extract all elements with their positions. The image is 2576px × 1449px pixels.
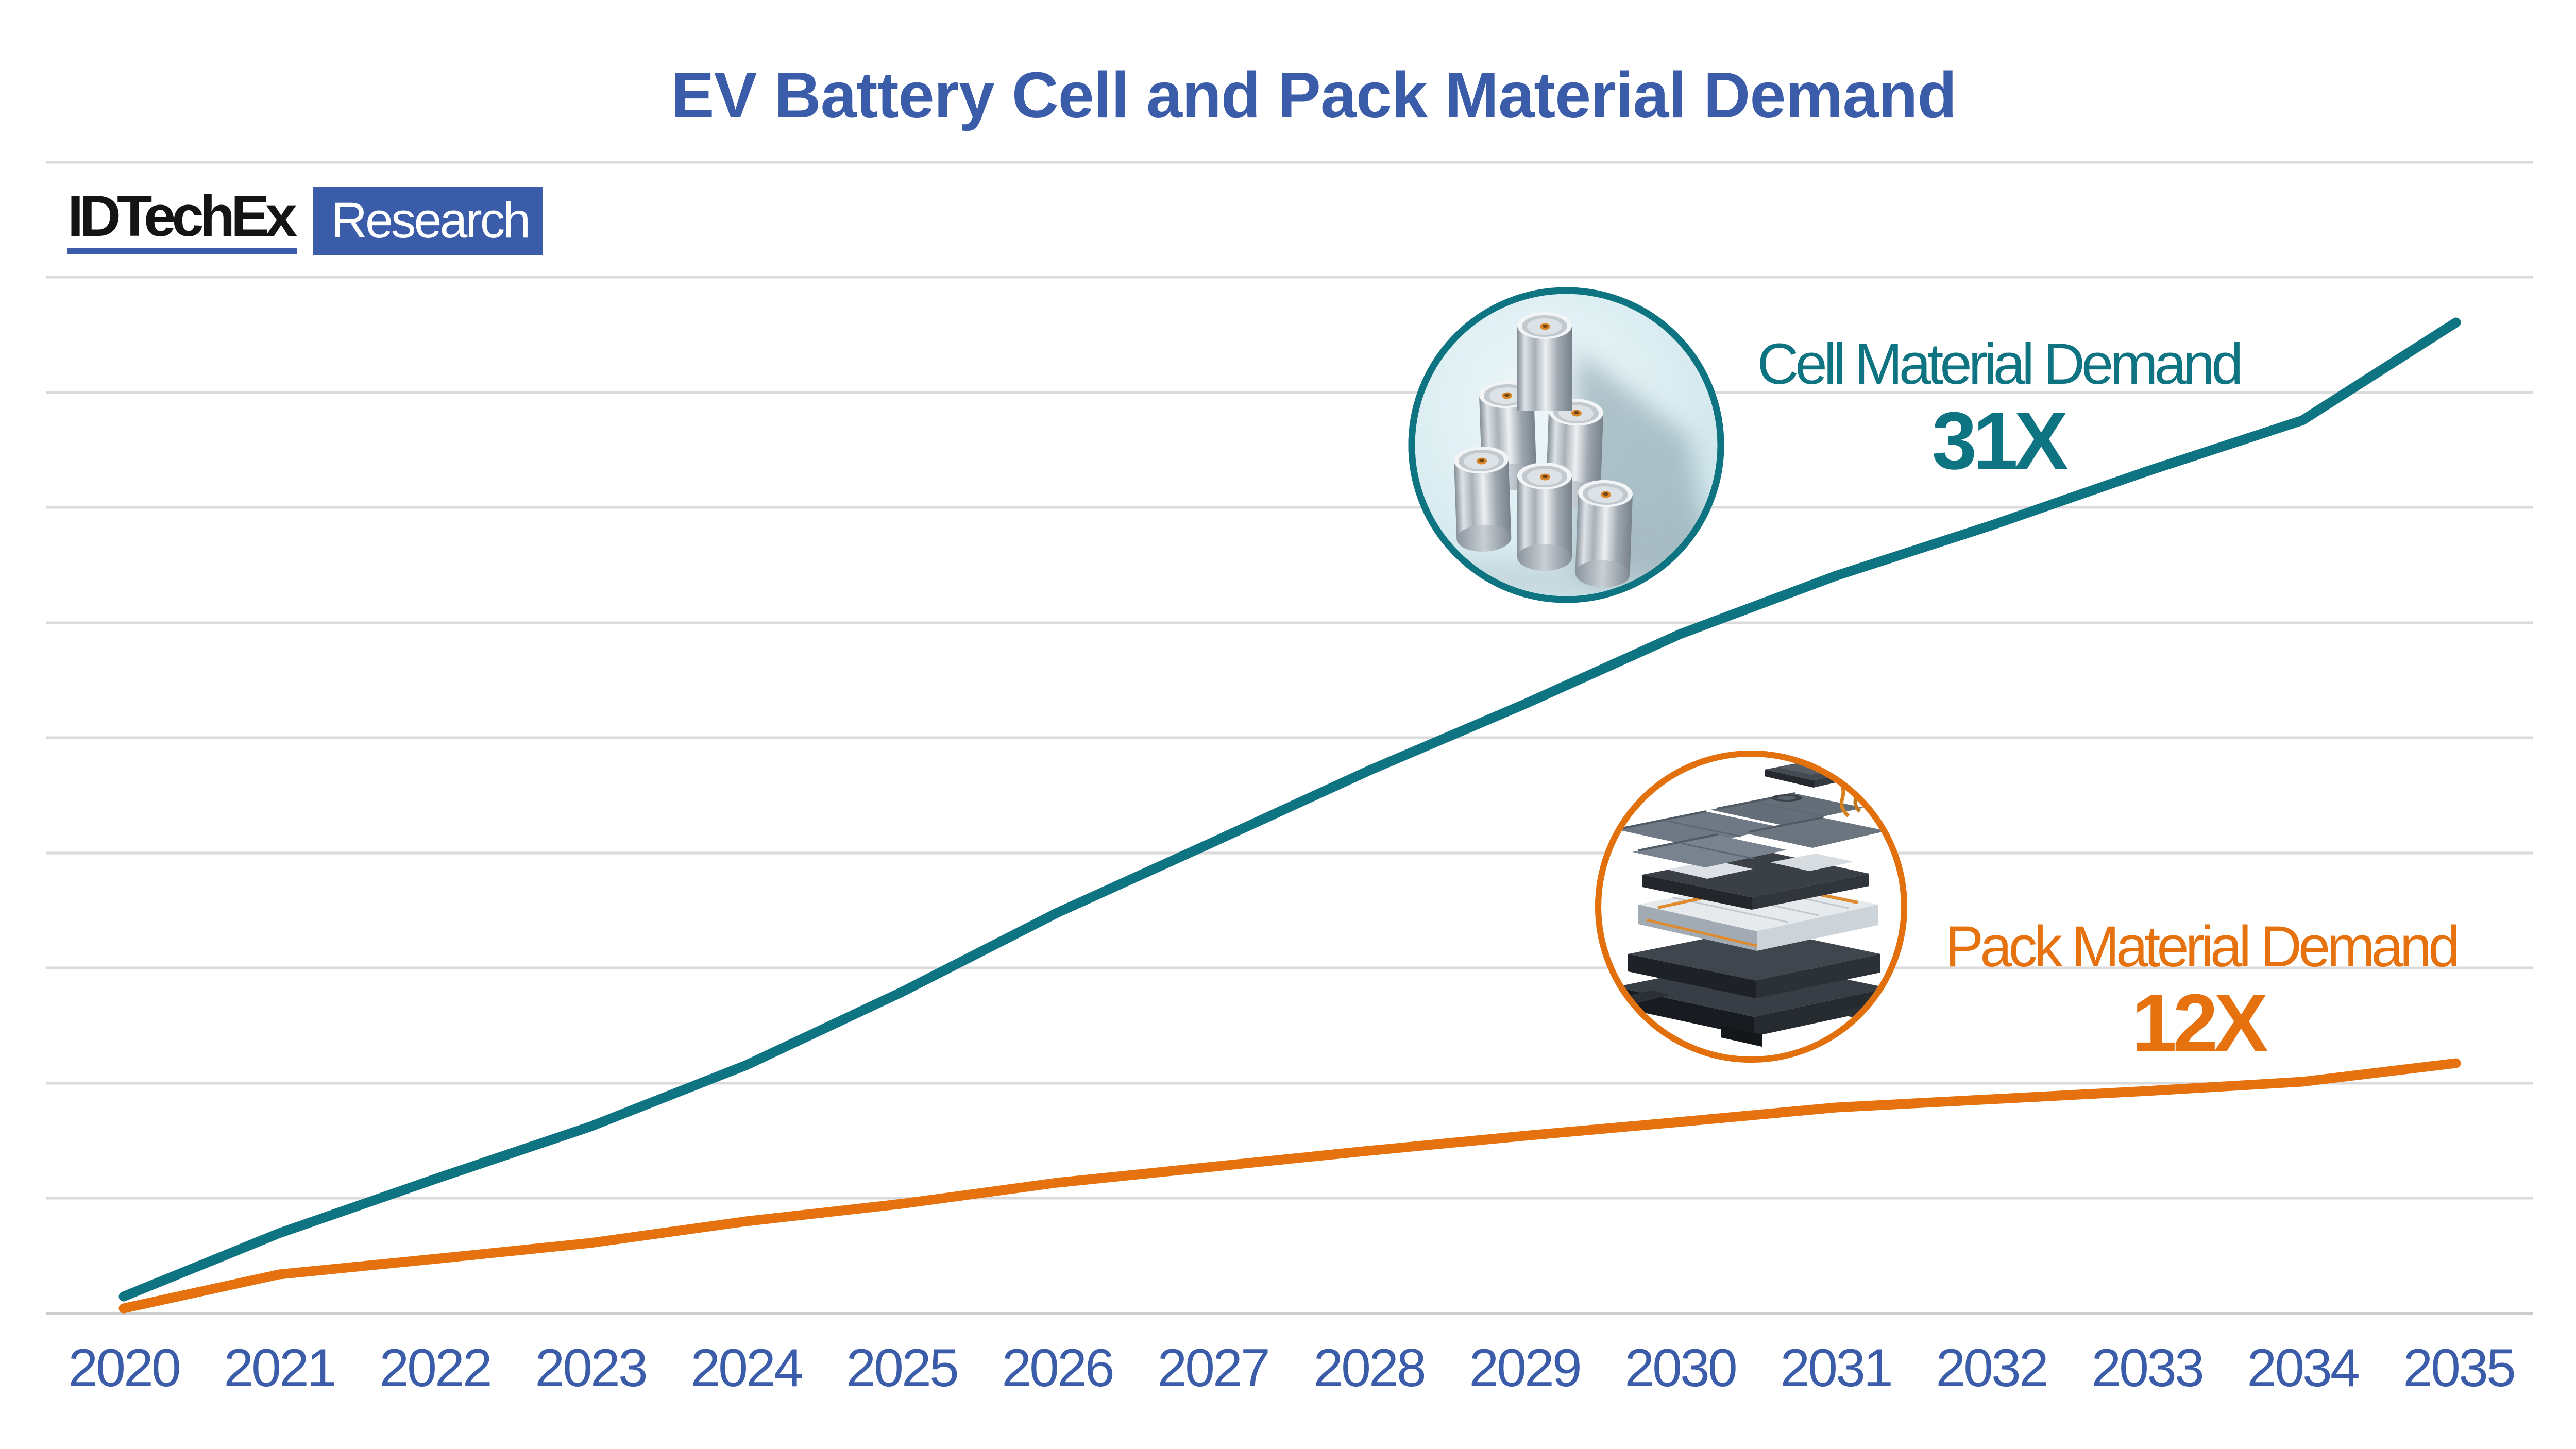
- svg-text:2025: 2025: [846, 1338, 957, 1398]
- svg-text:2024: 2024: [690, 1338, 802, 1398]
- svg-text:2020: 2020: [68, 1338, 179, 1398]
- svg-text:2032: 2032: [1936, 1338, 2046, 1398]
- svg-text:Pack Material Demand: Pack Material Demand: [1945, 914, 2458, 979]
- svg-text:2022: 2022: [379, 1338, 490, 1398]
- svg-text:2027: 2027: [1157, 1338, 1268, 1398]
- svg-text:2026: 2026: [1002, 1338, 1113, 1398]
- svg-text:2021: 2021: [224, 1338, 334, 1398]
- svg-text:12X: 12X: [2131, 978, 2267, 1068]
- svg-text:IDTechEx: IDTechEx: [67, 184, 297, 248]
- svg-text:2035: 2035: [2403, 1338, 2514, 1398]
- svg-text:2034: 2034: [2247, 1338, 2359, 1398]
- svg-text:Cell Material Demand: Cell Material Demand: [1757, 332, 2241, 396]
- svg-text:2023: 2023: [535, 1338, 646, 1398]
- svg-text:2030: 2030: [1624, 1338, 1736, 1398]
- svg-text:2028: 2028: [1313, 1338, 1425, 1398]
- svg-text:2029: 2029: [1469, 1338, 1580, 1398]
- svg-text:2033: 2033: [2091, 1338, 2202, 1398]
- svg-text:Research: Research: [331, 192, 529, 248]
- svg-text:EV Battery Cell and Pack Mater: EV Battery Cell and Pack Material Demand: [671, 59, 1957, 131]
- svg-text:31X: 31X: [1931, 396, 2067, 486]
- svg-text:2031: 2031: [1780, 1338, 1891, 1398]
